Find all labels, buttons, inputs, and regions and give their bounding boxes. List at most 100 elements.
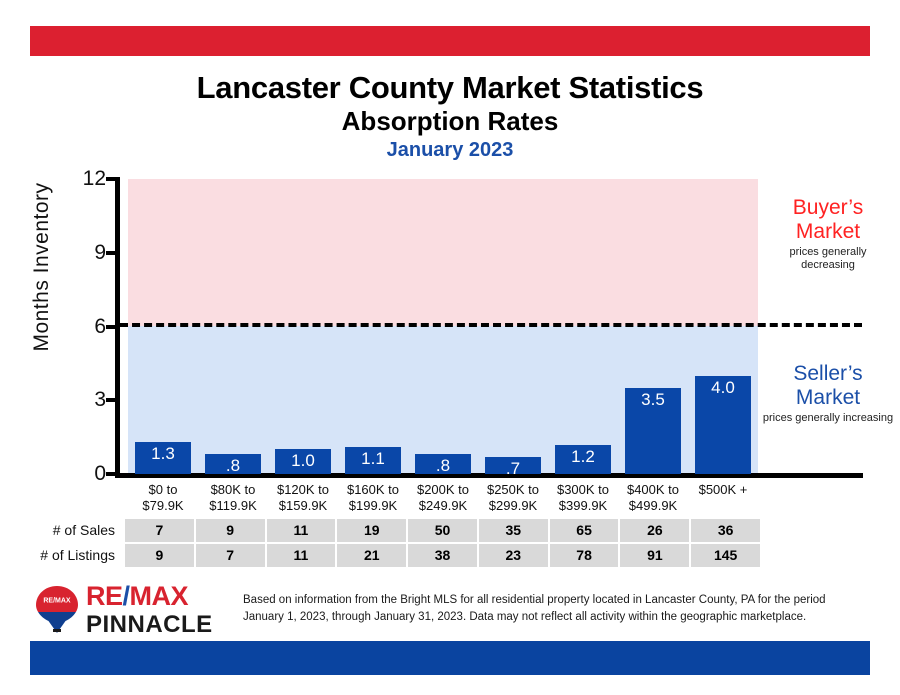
y-tick-label: 12 bbox=[82, 167, 106, 190]
y-tick-mark bbox=[106, 250, 120, 255]
bar-value-label: 1.0 bbox=[291, 451, 315, 471]
table-row: # of Listings 9 7 11 21 38 23 78 91 145 bbox=[24, 544, 761, 567]
x-axis-category-label: $200K to $249.9K bbox=[416, 482, 470, 514]
bar-slot: 3.5 bbox=[618, 179, 688, 474]
bar-slot: 1.0 bbox=[268, 179, 338, 474]
table-cell: 11 bbox=[266, 519, 338, 542]
sellers-market-title: Seller’s Market bbox=[793, 362, 863, 409]
bar-value-label: 3.5 bbox=[641, 389, 665, 409]
table-cell: 9 bbox=[195, 519, 267, 542]
y-tick-label: 9 bbox=[94, 240, 106, 264]
table-cell: 21 bbox=[337, 544, 409, 567]
bar-slot: 4.0 bbox=[688, 179, 758, 474]
top-banner bbox=[30, 26, 870, 56]
x-axis-category-label: $80K to $119.9K bbox=[209, 482, 257, 514]
report-period: January 2023 bbox=[386, 139, 514, 162]
bar: 1.0 bbox=[275, 449, 331, 474]
y-tick-mark bbox=[106, 472, 120, 476]
buyers-market-subtitle: prices generally decreasing bbox=[789, 246, 867, 272]
bar-slot: .7 bbox=[478, 179, 548, 478]
table-row: # of Sales 7 9 11 19 50 35 65 26 36 bbox=[24, 519, 761, 542]
svg-text:RE/MAX: RE/MAX bbox=[43, 598, 71, 605]
remax-balloon-icon: RE/MAX bbox=[36, 586, 78, 633]
y-tick-label: 0 bbox=[94, 462, 106, 485]
table-cell: 50 bbox=[408, 519, 479, 542]
disclaimer-text: Based on information from the Bright MLS… bbox=[243, 594, 826, 624]
x-axis-line bbox=[115, 473, 863, 478]
bar: 1.2 bbox=[555, 444, 611, 474]
y-axis-line bbox=[115, 177, 120, 477]
table-cell: 11 bbox=[266, 544, 338, 567]
y-tick-mark bbox=[106, 177, 120, 181]
bar: 4.0 bbox=[695, 375, 751, 474]
x-axis-category-label: $250K to $299.9K bbox=[486, 482, 540, 514]
buyers-market-title: Buyer’s Market bbox=[792, 196, 864, 243]
y-tick-label: 3 bbox=[94, 388, 106, 412]
logo-re: RE bbox=[86, 581, 123, 611]
bar-slot: .8 bbox=[408, 179, 478, 476]
y-axis-title: Months Inventory bbox=[30, 182, 53, 352]
logo-max: MAX bbox=[129, 581, 189, 611]
bar-slot: 1.1 bbox=[338, 179, 408, 474]
table-cell: 91 bbox=[620, 544, 692, 567]
table-cell: 9 bbox=[125, 544, 196, 567]
logo-wordmark: RE/MAX PINNACLE bbox=[86, 583, 213, 638]
title-block: Lancaster County Market Statistics Absor… bbox=[0, 70, 900, 162]
y-tick-label: 6 bbox=[94, 314, 106, 338]
sellers-market-annotation: Seller’s Market prices generally increas… bbox=[762, 362, 894, 425]
bar: .8 bbox=[205, 454, 261, 476]
page-subtitle: Absorption Rates bbox=[341, 105, 559, 136]
remax-pinnacle-logo: RE/MAX RE/MAX PINNACLE bbox=[34, 583, 229, 637]
x-axis-category-label: $160K to $199.9K bbox=[346, 482, 400, 514]
bar-value-label: .8 bbox=[435, 456, 451, 476]
y-tick-mark bbox=[106, 398, 120, 403]
bar-value-label: 1.3 bbox=[151, 444, 175, 464]
listings-cells: 9 7 11 21 38 23 78 91 145 bbox=[125, 544, 761, 567]
table-cell: 36 bbox=[691, 519, 761, 542]
table-cell: 38 bbox=[408, 544, 479, 567]
bar-value-label: 1.2 bbox=[571, 446, 595, 466]
bottom-banner bbox=[30, 641, 870, 675]
table-cell: 23 bbox=[478, 544, 550, 567]
table-cell: 7 bbox=[125, 519, 196, 542]
row-header-listings: # of Listings bbox=[40, 547, 115, 563]
x-axis-category-label: $500K + bbox=[698, 482, 748, 497]
bar-slot: 1.2 bbox=[548, 179, 618, 474]
x-axis-category-label: $0 to $79.9K bbox=[142, 482, 184, 514]
logo-office-name: PINNACLE bbox=[86, 611, 213, 638]
bar-slot: .8 bbox=[198, 179, 268, 476]
logo-remax-text: RE/MAX bbox=[86, 583, 213, 610]
bar-slot: 1.3 bbox=[128, 179, 198, 474]
six-month-threshold-line bbox=[120, 323, 862, 327]
x-axis-category-label: $400K to $499.9K bbox=[626, 482, 680, 514]
bar: .7 bbox=[485, 456, 541, 478]
bar: .8 bbox=[415, 454, 471, 476]
table-cell: 145 bbox=[691, 544, 761, 567]
table-cell: 7 bbox=[195, 544, 267, 567]
table-cell: 78 bbox=[549, 544, 621, 567]
bar: 1.1 bbox=[345, 446, 401, 474]
buyers-market-zone bbox=[128, 179, 758, 326]
bar-value-label: .8 bbox=[225, 456, 241, 476]
sellers-market-zone bbox=[128, 326, 758, 474]
x-axis-category-label: $120K to $159.9K bbox=[276, 482, 330, 514]
y-tick-mark bbox=[106, 324, 120, 329]
logo-slash: / bbox=[122, 581, 131, 611]
bar-value-label: 4.0 bbox=[711, 377, 735, 397]
statistics-table: # of Sales 7 9 11 19 50 35 65 26 36 # of Listing… bbox=[24, 519, 761, 569]
page-title: Lancaster County Market Statistics bbox=[196, 70, 704, 105]
sales-cells: 7 9 11 19 50 35 65 26 36 bbox=[125, 519, 761, 542]
table-cell: 26 bbox=[620, 519, 692, 542]
x-axis-category-labels: $0 to $79.9K $80K to $119.9K $120K to $159… bbox=[128, 482, 758, 515]
table-cell: 65 bbox=[549, 519, 621, 542]
sellers-market-subtitle: prices generally increasing bbox=[762, 412, 894, 425]
buyers-market-annotation: Buyer’s Market prices generally decreasi… bbox=[762, 196, 894, 272]
table-cell: 19 bbox=[337, 519, 409, 542]
bar-series: 1.3 .8 1.0 1.1 .8 .7 1.2 3.5 4.0 bbox=[128, 179, 758, 478]
bar: 3.5 bbox=[625, 387, 681, 474]
bar-value-label: .7 bbox=[505, 458, 521, 478]
bar: 1.3 bbox=[135, 442, 191, 474]
table-cell: 35 bbox=[478, 519, 550, 542]
x-axis-category-label: $300K to $399.9K bbox=[556, 482, 610, 514]
bar-value-label: 1.1 bbox=[361, 448, 385, 468]
